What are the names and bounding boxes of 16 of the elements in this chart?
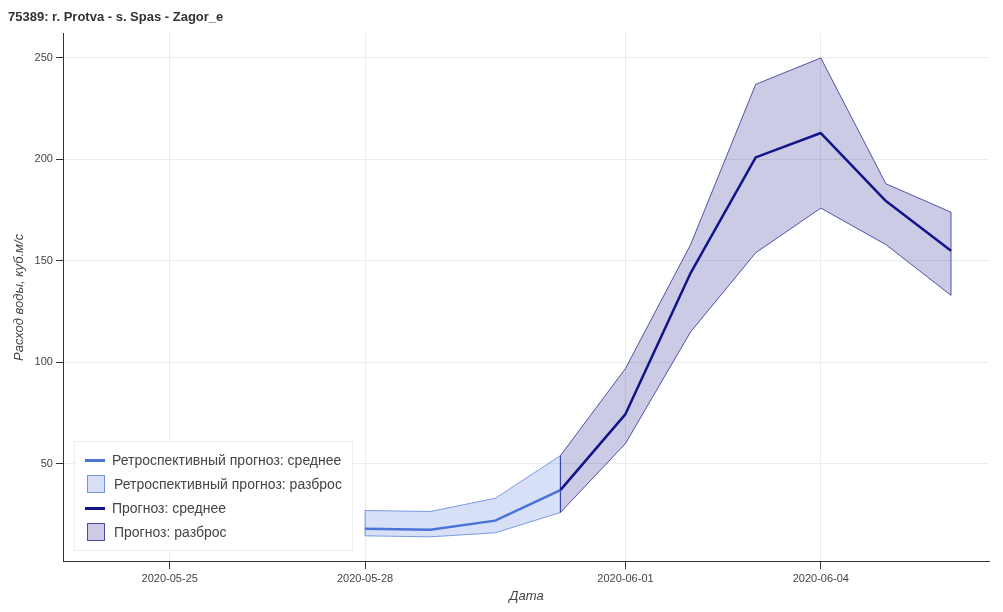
legend-label: Прогноз: среднее [111, 500, 226, 517]
annotation: Прогноз: разброс [113, 524, 227, 541]
annotation: Ретроспективный прогноз: разброс [113, 476, 342, 493]
x-axis-title: Дата [507, 587, 544, 603]
y-tick-label: 150 [34, 253, 53, 266]
y-axis-title: Расход воды, куб.м/с [11, 233, 27, 361]
x-tick-label: 2020-05-28 [336, 571, 394, 584]
y-tick-label: 250 [34, 50, 53, 63]
chart-title: 75389: r. Protva - s. Spas - Zagor_e [8, 9, 224, 25]
x-tick-label: 2020-06-01 [597, 571, 654, 584]
y-tick-label: 50 [40, 456, 53, 469]
y-tick-label: 100 [34, 355, 53, 368]
x-tick-label: 2020-05-25 [141, 571, 198, 584]
legend-label: Ретроспективный прогноз: среднее [111, 452, 342, 469]
x-tick-label: 2020-06-04 [792, 571, 849, 584]
y-tick-label: 200 [34, 152, 53, 165]
